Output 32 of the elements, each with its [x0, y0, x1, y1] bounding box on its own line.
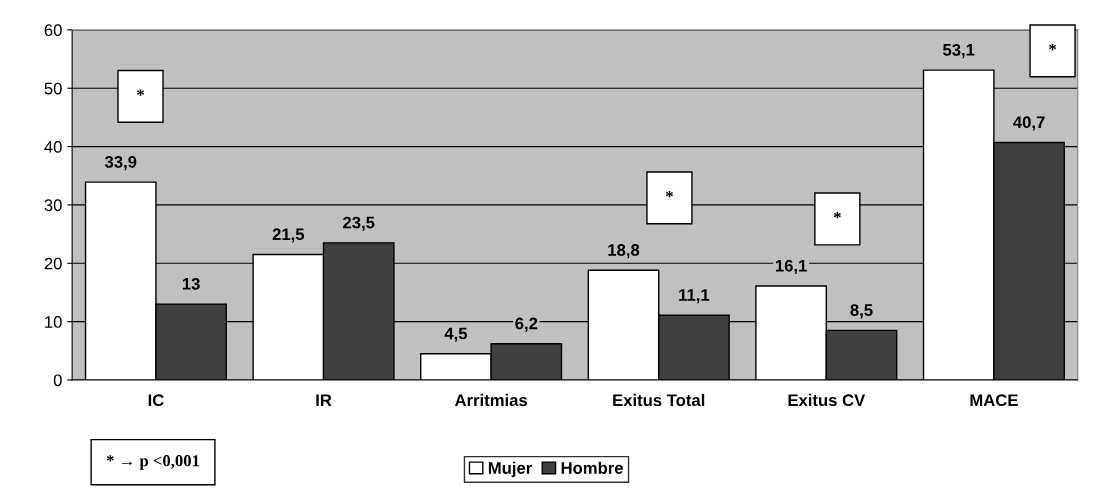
- annotation: *: [665, 190, 673, 198]
- data-label: 11,1: [679, 289, 710, 304]
- legend-label: Mujer: [488, 461, 532, 478]
- y-tick-label: 30: [44, 199, 62, 212]
- x-tick-label: MACE: [970, 394, 1018, 407]
- data-label: 4,5: [444, 327, 468, 342]
- y-tick-label: 60: [44, 24, 62, 37]
- y-tick-label: 20: [44, 257, 62, 270]
- data-label: 23,5: [343, 216, 375, 231]
- y-tick-label: 50: [44, 82, 62, 95]
- x-tick-label: IC: [148, 394, 164, 407]
- y-tick-label: 0: [53, 374, 62, 387]
- data-label: 13: [182, 277, 200, 290]
- data-label: 53,1: [943, 43, 975, 59]
- x-tick-label: Arritmias: [454, 393, 528, 407]
- data-label: 33,9: [104, 155, 137, 171]
- data-label: 6,2: [515, 317, 538, 332]
- x-tick-label: Exitus CV: [788, 393, 866, 407]
- data-label: 40,7: [1013, 116, 1045, 131]
- y-tick-label: 40: [44, 140, 62, 153]
- data-label: 16,1: [775, 259, 807, 275]
- y-tick-label: 10: [45, 316, 62, 328]
- data-label: 8,5: [850, 304, 873, 319]
- annotation: *: [137, 89, 144, 96]
- legend-label: Hombre: [561, 461, 623, 474]
- data-label: 18,8: [608, 244, 640, 259]
- x-tick-label: IR: [316, 394, 332, 406]
- x-tick-label: Exitus Total: [613, 393, 705, 407]
- annotation: *: [1049, 43, 1057, 51]
- annotation: *: [833, 211, 841, 219]
- data-label: 21,5: [272, 228, 305, 243]
- text: * → p <0,001: [106, 455, 200, 470]
